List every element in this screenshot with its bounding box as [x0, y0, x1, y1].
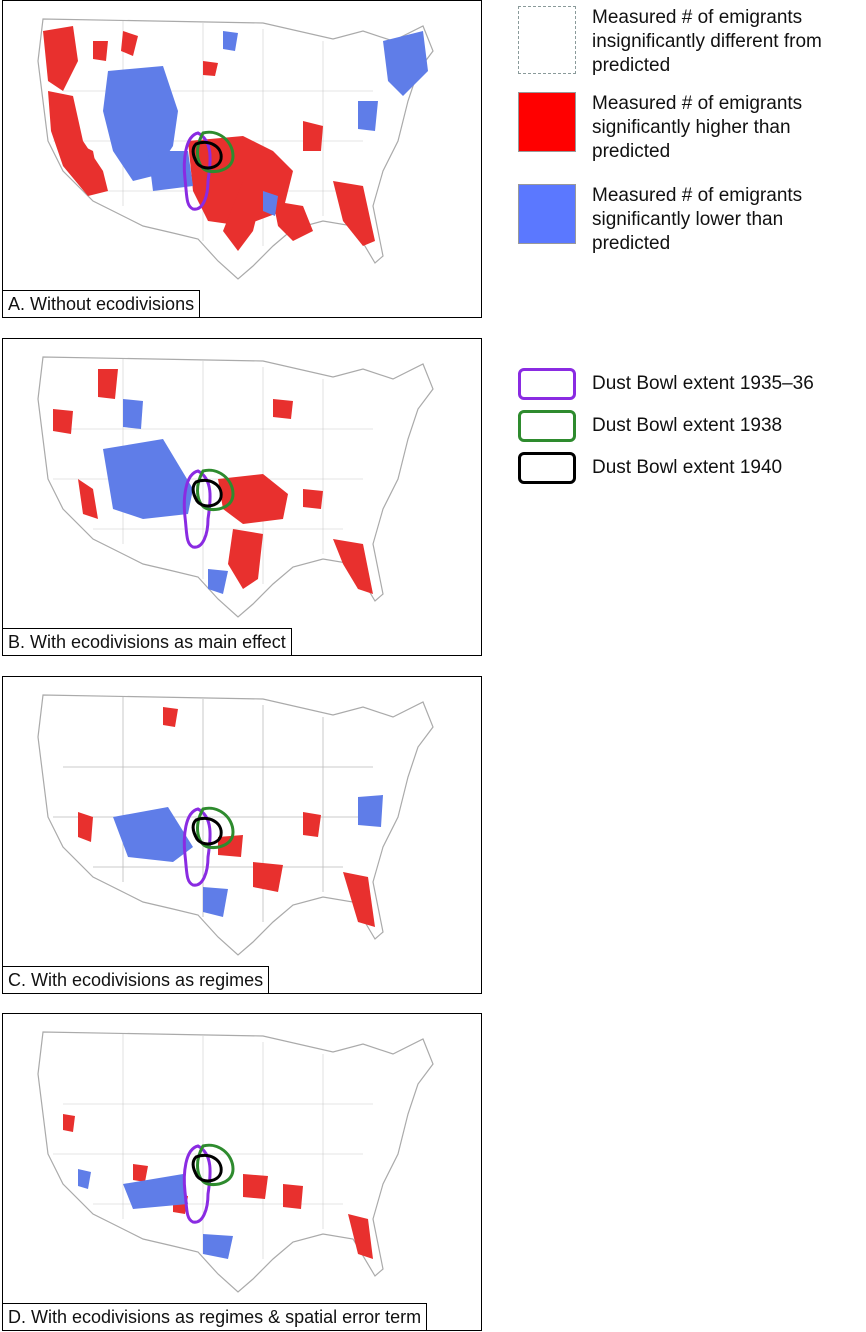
legend-extent-1940: Dust Bowl extent 1940 [518, 452, 862, 484]
legend-extent-1935-text: Dust Bowl extent 1935–36 [592, 373, 814, 394]
legend-lower: Measured # of emigrants significantly lo… [518, 184, 862, 256]
panel-c-label: C. With ecodivisions as regimes [2, 966, 270, 994]
panel-a-label: A. Without ecodivisions [2, 290, 201, 318]
us-map-d [37, 1031, 434, 1293]
swatch-insignificant [518, 6, 576, 74]
high-regions [53, 369, 373, 594]
map-panel-d: D. With ecodivisions as regimes & spatia… [2, 1013, 482, 1331]
state-outline [37, 1031, 434, 1293]
state-outline [37, 694, 434, 956]
high-regions [78, 707, 375, 927]
swatch-extent-1935 [518, 368, 576, 400]
dust-bowl-outlines [182, 806, 235, 887]
high-regions [63, 1114, 373, 1259]
low-regions [113, 795, 383, 917]
us-map-a [37, 18, 434, 280]
map-panel-b: B. With ecodivisions as main effect [2, 338, 482, 656]
low-regions [78, 1169, 233, 1259]
dust-bowl-outlines [182, 468, 235, 549]
legend-extent-1938-text: Dust Bowl extent 1938 [592, 415, 783, 436]
legend-higher: Measured # of emigrants significantly hi… [518, 92, 862, 164]
us-map-c [37, 694, 434, 956]
map-panel-c: C. With ecodivisions as regimes [2, 676, 482, 994]
map-panel-a: A. Without ecodivisions [2, 0, 482, 318]
low-regions [103, 399, 228, 594]
legend-extent-1938: Dust Bowl extent 1938 [518, 410, 862, 442]
swatch-extent-1938 [518, 410, 576, 442]
legend-insignificant-text: Measured # of emigrants insignificantly … [592, 7, 822, 76]
legend-higher-text: Measured # of emigrants significantly hi… [592, 93, 803, 162]
low-regions [103, 31, 428, 216]
legend-extent-1940-text: Dust Bowl extent 1940 [592, 457, 783, 478]
swatch-higher [518, 92, 576, 152]
swatch-lower [518, 184, 576, 244]
dust-bowl-outlines [182, 1143, 235, 1224]
us-map-b [37, 356, 434, 618]
legend-lower-text: Measured # of emigrants significantly lo… [592, 185, 803, 254]
legend-insignificant: Measured # of emigrants insignificantly … [518, 6, 862, 78]
legend-extent-1935: Dust Bowl extent 1935–36 [518, 368, 862, 400]
swatch-extent-1940 [518, 452, 576, 484]
panel-b-label: B. With ecodivisions as main effect [2, 628, 292, 656]
dust-bowl-outlines [182, 130, 235, 211]
panel-d-label: D. With ecodivisions as regimes & spatia… [2, 1303, 428, 1331]
